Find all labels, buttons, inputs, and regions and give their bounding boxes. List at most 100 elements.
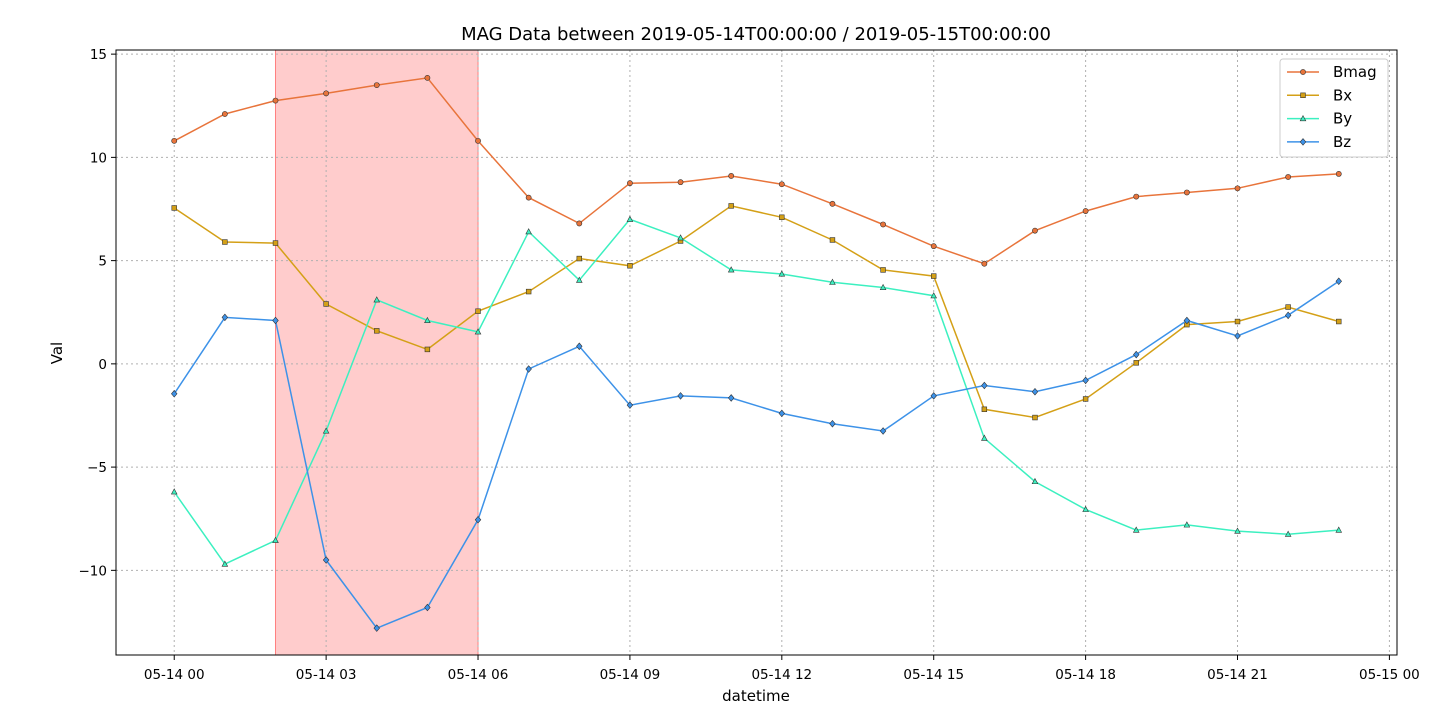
series-bx-point (1336, 318, 1342, 325)
series-by-point (575, 276, 583, 283)
series-bx-point (1032, 414, 1038, 421)
series-bmag-point (1285, 174, 1292, 180)
series-by-point (170, 488, 178, 495)
series-bmag-point (221, 111, 228, 117)
series-bx-point (627, 263, 633, 269)
y-axis-label: Val (48, 342, 66, 364)
series-bx-point (222, 239, 228, 245)
series-bz-point (424, 603, 431, 612)
series-bx-point (1234, 318, 1241, 325)
series-bz-point (1082, 376, 1089, 385)
series-bz-point (1031, 387, 1039, 396)
series-by-point (322, 427, 330, 434)
series-by-point (1082, 505, 1089, 512)
x-axis-label: datetime (722, 687, 790, 705)
legend-bz-label: Bz (1333, 133, 1351, 151)
series-by-point (829, 278, 836, 285)
legend-bx-label: Bx (1333, 86, 1352, 104)
series-bmag-point (1234, 185, 1241, 192)
series-bmag-point (778, 181, 785, 188)
series-bmag-point (1082, 208, 1089, 214)
series-bz-point (727, 394, 735, 402)
series-layer (170, 74, 1343, 632)
series-bz-point (626, 401, 634, 409)
series-bmag-point (272, 97, 279, 104)
series-bx-point (880, 267, 886, 273)
series-bmag-point (576, 220, 583, 227)
series-by-point (525, 228, 532, 235)
series-by (170, 215, 1343, 567)
series-bz-point (1335, 277, 1342, 286)
x-tick-label: 05-14 03 (296, 667, 357, 683)
series-bz-point (1234, 332, 1241, 340)
series-by-point (1234, 527, 1241, 534)
series-bmag-point (323, 90, 330, 97)
y-tick-label: 10 (90, 150, 107, 166)
x-tick-label: 05-14 15 (903, 667, 964, 683)
series-bx-point (1133, 360, 1139, 366)
series-bmag-point (1335, 170, 1342, 177)
series-bx-point (171, 205, 177, 211)
series-bx-point (576, 255, 582, 262)
series-bz-point (778, 409, 786, 418)
series-bz-point (322, 556, 330, 564)
series-bz-line (173, 280, 1340, 630)
series-by-point (778, 270, 786, 277)
highlight-band-layer (274, 49, 479, 656)
series-bmag-point (981, 260, 988, 267)
legend-bz-marker (1299, 138, 1307, 146)
series-bmag-point (424, 74, 431, 81)
series-by-line (173, 218, 1339, 566)
series-bmag-point (1133, 193, 1140, 200)
y-tick-label: −10 (79, 563, 108, 579)
series-bmag-point (728, 173, 735, 179)
series-by-point (272, 536, 279, 543)
series-bx-point (728, 203, 734, 209)
legend-by-label: By (1333, 110, 1352, 128)
series-bmag-point (677, 179, 684, 186)
series-bmag-point (525, 194, 532, 201)
series-by-point (1183, 521, 1191, 528)
x-tick-label: 05-14 00 (144, 667, 205, 683)
series-bz-point (981, 381, 988, 390)
y-tick-label: 15 (90, 47, 107, 63)
series-by-point (474, 328, 482, 335)
series-bmag-point (373, 82, 380, 89)
series-by-point (981, 434, 988, 441)
series-bmag-point (829, 200, 836, 207)
series-bz-point (829, 419, 836, 428)
legend-box (1279, 58, 1389, 158)
highlight-band (274, 49, 479, 656)
series-bz-point (525, 365, 532, 373)
series-by-point (1132, 526, 1140, 533)
series-by-point (677, 234, 684, 241)
plot-frame (115, 49, 1398, 656)
series-bz-point (272, 316, 279, 325)
series-bmag-point (627, 180, 633, 187)
series-by-point (727, 266, 735, 273)
series-bmag-line (173, 77, 1339, 265)
series-bx-line (173, 205, 1340, 419)
series-bx-point (374, 328, 380, 334)
legend: Bmag Bx By Bz (1279, 58, 1389, 158)
series-bx-point (779, 214, 785, 220)
x-tick-label: 05-14 18 (1055, 667, 1116, 683)
series-bx-point (525, 288, 532, 295)
series-bx-point (1285, 304, 1291, 310)
series-bx-point (931, 273, 937, 279)
series-bz (171, 277, 1342, 632)
series-bx-point (1082, 396, 1089, 402)
series-by-point (373, 296, 381, 303)
series-by-point (1284, 530, 1292, 537)
legend-by-marker (1299, 114, 1307, 122)
legend-bx-marker (1300, 92, 1306, 99)
chart-title: MAG Data between 2019-05-14T00:00:00 / 2… (461, 24, 1051, 45)
x-tick-label: 05-15 00 (1359, 667, 1420, 683)
series-bz-point (930, 392, 937, 400)
series-bx (171, 203, 1342, 421)
series-bx-point (829, 237, 836, 243)
series-bz-point (677, 392, 684, 400)
series-bz-point (1183, 316, 1191, 325)
y-tick-label: 0 (98, 357, 107, 373)
